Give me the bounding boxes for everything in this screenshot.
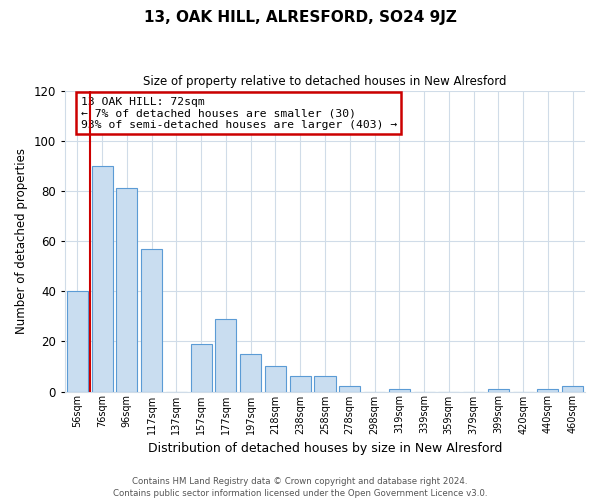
Bar [240, 354, 261, 392]
Bar [116, 188, 137, 392]
Bar [141, 248, 162, 392]
Bar [538, 389, 559, 392]
Text: Contains HM Land Registry data © Crown copyright and database right 2024.
Contai: Contains HM Land Registry data © Crown c… [113, 476, 487, 498]
X-axis label: Distribution of detached houses by size in New Alresford: Distribution of detached houses by size … [148, 442, 502, 455]
Bar [67, 291, 88, 392]
Bar [339, 386, 360, 392]
Bar [389, 389, 410, 392]
Bar [314, 376, 335, 392]
Bar [92, 166, 113, 392]
Text: 13 OAK HILL: 72sqm
← 7% of detached houses are smaller (30)
93% of semi-detached: 13 OAK HILL: 72sqm ← 7% of detached hous… [80, 96, 397, 130]
Title: Size of property relative to detached houses in New Alresford: Size of property relative to detached ho… [143, 75, 507, 88]
Bar [488, 389, 509, 392]
Y-axis label: Number of detached properties: Number of detached properties [15, 148, 28, 334]
Bar [290, 376, 311, 392]
Text: 13, OAK HILL, ALRESFORD, SO24 9JZ: 13, OAK HILL, ALRESFORD, SO24 9JZ [143, 10, 457, 25]
Bar [191, 344, 212, 392]
Bar [562, 386, 583, 392]
Bar [265, 366, 286, 392]
Bar [215, 319, 236, 392]
